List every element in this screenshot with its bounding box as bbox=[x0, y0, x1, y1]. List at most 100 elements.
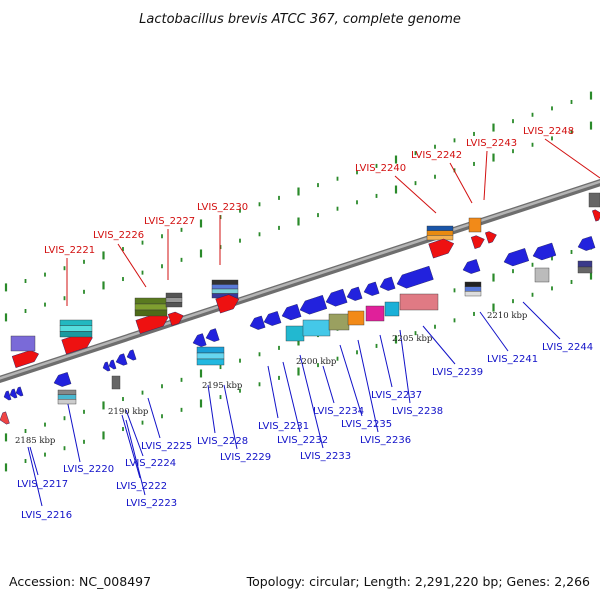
genome-backbone bbox=[0, 178, 600, 384]
gene-arrow-reverse bbox=[263, 311, 282, 326]
gene-arrow-reverse bbox=[503, 248, 530, 267]
gene-box bbox=[134, 297, 168, 305]
gene-label[interactable]: LVIS_2243 bbox=[466, 138, 517, 149]
leader-line bbox=[357, 339, 379, 433]
leader-line bbox=[544, 138, 600, 179]
gene-box bbox=[165, 297, 183, 303]
leader-line bbox=[207, 384, 216, 434]
kbp-label: 2185 kbp bbox=[15, 436, 56, 446]
gene-label[interactable]: LVIS_2242 bbox=[411, 150, 462, 161]
leader-line bbox=[125, 409, 144, 457]
leader-line bbox=[483, 150, 488, 201]
gene-label[interactable]: LVIS_2223 bbox=[126, 498, 177, 509]
gene-label[interactable]: LVIS_2220 bbox=[63, 464, 114, 475]
gene-arrow-reverse bbox=[192, 333, 207, 347]
gene-box bbox=[534, 267, 550, 283]
leader-line bbox=[379, 334, 393, 388]
gene-arrow-reverse bbox=[102, 361, 111, 372]
gene-label[interactable]: LVIS_2231 bbox=[258, 421, 309, 432]
gene-box bbox=[134, 303, 168, 311]
gene-box bbox=[10, 335, 36, 352]
gene-arrow-reverse bbox=[3, 390, 12, 401]
gene-label[interactable]: LVIS_2233 bbox=[300, 451, 351, 462]
gene-label[interactable]: LVIS_2237 bbox=[371, 390, 422, 401]
gene-box bbox=[111, 375, 121, 390]
gene-box bbox=[347, 310, 365, 326]
leader-lines bbox=[27, 138, 600, 507]
gene-box bbox=[57, 389, 77, 395]
gene-arrow-reverse bbox=[126, 349, 137, 361]
gene-label[interactable]: LVIS_2239 bbox=[432, 367, 483, 378]
gene-box bbox=[399, 293, 439, 311]
gene-label[interactable]: LVIS_2221 bbox=[44, 245, 95, 256]
kbp-label: 2190 kbp bbox=[108, 407, 149, 417]
leader-line bbox=[117, 243, 147, 288]
leader-line bbox=[449, 162, 473, 204]
gene-arrow-forward bbox=[485, 231, 497, 244]
gene-label[interactable]: LVIS_2222 bbox=[116, 481, 167, 492]
leader-line bbox=[223, 384, 238, 450]
gene-arrow-reverse bbox=[108, 359, 117, 370]
leader-line bbox=[399, 329, 411, 404]
gene-label[interactable]: LVIS_2238 bbox=[392, 406, 443, 417]
gene-arrow-forward bbox=[215, 294, 240, 314]
leader-line bbox=[422, 325, 456, 365]
gene-arrow-reverse bbox=[532, 242, 557, 261]
gene-arrow-reverse bbox=[462, 259, 481, 274]
gene-box bbox=[165, 292, 183, 298]
gene-box bbox=[211, 279, 239, 285]
gene-box bbox=[196, 346, 225, 354]
gene-arrow-forward bbox=[592, 209, 600, 222]
kbp-label: 2210 kbp bbox=[487, 311, 528, 321]
gene-arrow-forward bbox=[167, 311, 184, 326]
gene-box bbox=[588, 192, 600, 208]
gene-label[interactable]: LVIS_2240 bbox=[355, 163, 406, 174]
gene-label[interactable]: LVIS_2232 bbox=[277, 435, 328, 446]
gene-label[interactable]: LVIS_2230 bbox=[197, 202, 248, 213]
leader-line bbox=[29, 446, 39, 476]
gene-box bbox=[468, 217, 482, 233]
gene-label[interactable]: LVIS_2236 bbox=[360, 435, 411, 446]
gene-arrow-forward bbox=[470, 235, 485, 249]
gene-label[interactable]: LVIS_2229 bbox=[220, 452, 271, 463]
gene-arrow-reverse bbox=[363, 281, 380, 296]
gene-box bbox=[59, 325, 93, 332]
gene-box bbox=[285, 325, 305, 342]
gene-label[interactable]: LVIS_2234 bbox=[313, 406, 364, 417]
gene-label[interactable]: LVIS_2244 bbox=[542, 342, 593, 353]
gene-label[interactable]: LVIS_2235 bbox=[341, 419, 392, 430]
accession-text: Accession: NC_008497 bbox=[9, 574, 151, 589]
gene-arrow-forward bbox=[428, 238, 455, 259]
leader-line bbox=[121, 414, 141, 479]
gene-label[interactable]: LVIS_2226 bbox=[93, 230, 144, 241]
gene-label[interactable]: LVIS_2225 bbox=[141, 441, 192, 452]
gene-label[interactable]: LVIS_2241 bbox=[487, 354, 538, 365]
gene-arrow-reverse bbox=[15, 386, 24, 397]
gene-label[interactable]: LVIS_2217 bbox=[17, 479, 68, 490]
gene-label[interactable]: LVIS_2216 bbox=[21, 510, 72, 521]
leader-line bbox=[394, 175, 437, 214]
gene-box bbox=[426, 235, 454, 241]
gene-box bbox=[464, 291, 482, 297]
leader-line bbox=[522, 301, 561, 340]
gene-box bbox=[165, 302, 183, 308]
gene-box bbox=[464, 286, 482, 292]
gene-arrow-reverse bbox=[205, 328, 220, 342]
gene-label[interactable]: LVIS_2228 bbox=[197, 436, 248, 447]
gene-label[interactable]: LVIS_2227 bbox=[144, 216, 195, 227]
leader-line bbox=[147, 397, 161, 439]
gene-arrow-forward bbox=[11, 350, 39, 368]
gene-label[interactable]: LVIS_2224 bbox=[125, 458, 176, 469]
gene-label[interactable]: LVIS_2248 bbox=[523, 126, 574, 137]
leader-line bbox=[322, 365, 335, 404]
gene-box bbox=[426, 225, 454, 231]
gene-box bbox=[196, 352, 225, 360]
leader-line bbox=[27, 446, 43, 507]
leader-line bbox=[299, 354, 324, 449]
gene-box bbox=[464, 281, 482, 287]
gene-features bbox=[0, 192, 600, 425]
gene-box bbox=[426, 230, 454, 236]
gene-arrow-reverse bbox=[115, 353, 128, 366]
kbp-labels: 2185 kbp 2190 kbp 2195 kbp 2200 kbp 2205… bbox=[15, 311, 528, 446]
gene-arrow-reverse bbox=[577, 236, 596, 251]
